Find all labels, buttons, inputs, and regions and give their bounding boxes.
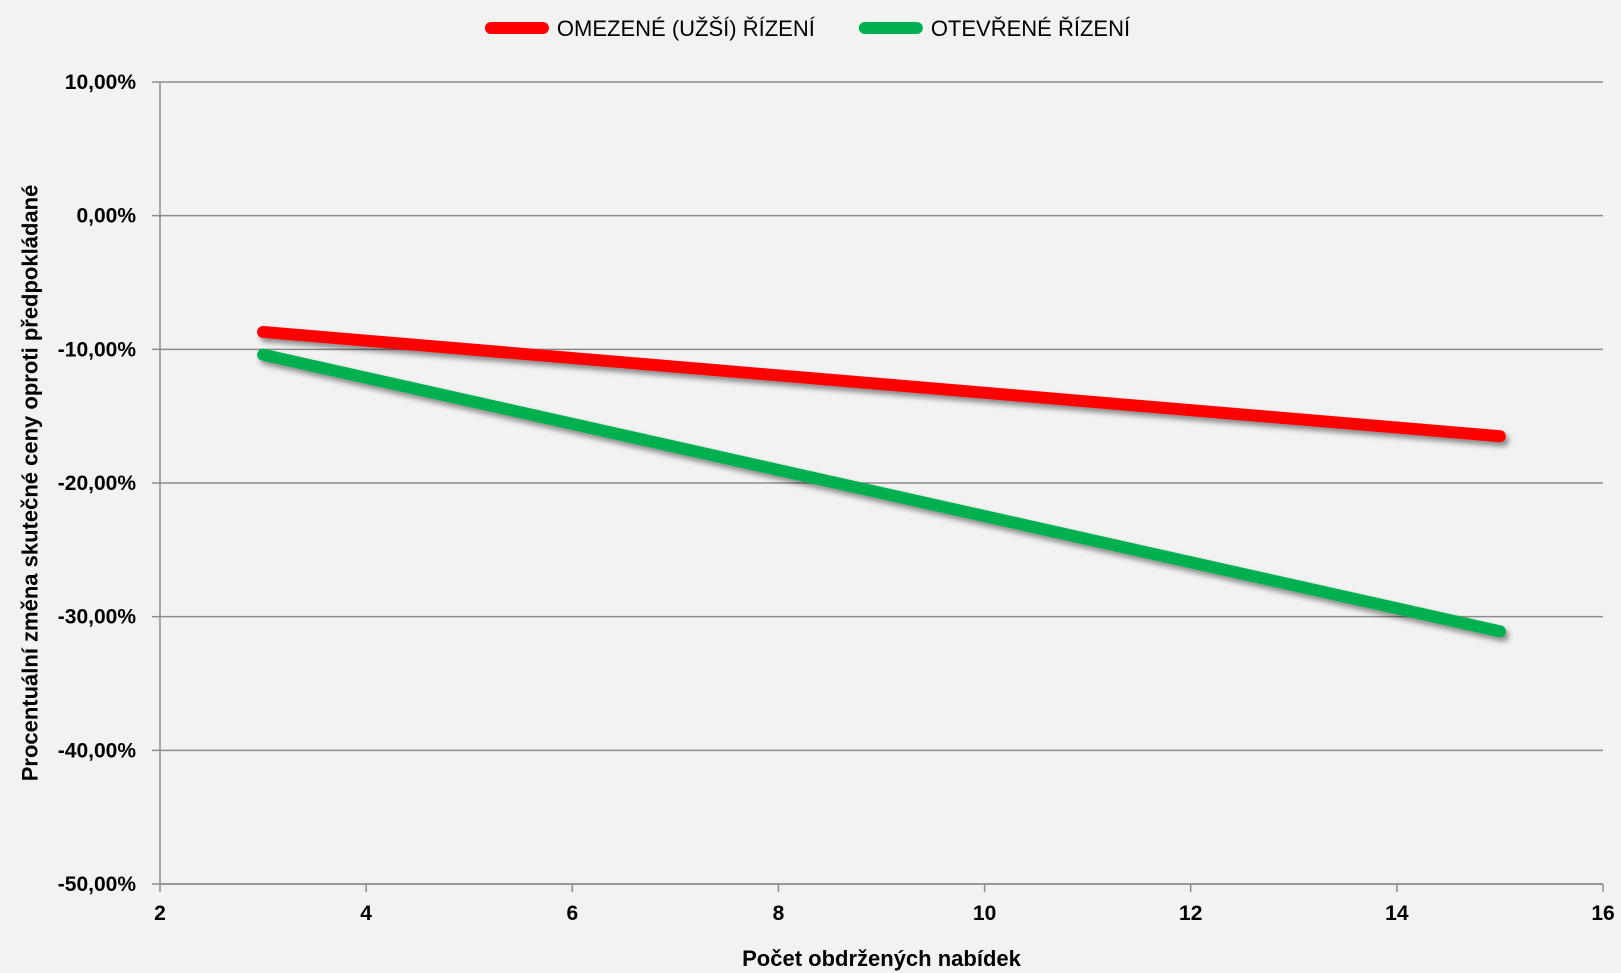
x-tick-label: 6	[566, 902, 578, 925]
x-tick-label: 12	[1179, 902, 1202, 925]
legend-item: OTEVŘENÉ ŘÍZENÍ	[858, 16, 1131, 41]
y-tick-label: 10,00%	[65, 71, 137, 94]
y-tick-label: -20,00%	[58, 472, 137, 495]
legend-label: OMEZENÉ (UŽŠÍ) ŘÍZENÍ	[557, 16, 816, 41]
y-tick-label: -30,00%	[58, 606, 137, 629]
x-tick-label: 14	[1385, 902, 1409, 925]
legend-label: OTEVŘENÉ ŘÍZENÍ	[931, 16, 1131, 41]
x-tick-label: 4	[360, 902, 372, 925]
x-tick-label: 2	[154, 902, 166, 925]
x-axis-title: Počet obdržených nabídek	[742, 946, 1021, 971]
x-tick-label: 16	[1591, 902, 1614, 925]
series-lines	[257, 325, 1506, 638]
y-tick-label: 0,00%	[76, 205, 136, 228]
x-tick-label: 8	[773, 902, 785, 925]
y-tick-label: -40,00%	[58, 739, 137, 762]
series-line	[257, 325, 1506, 443]
x-tick-label: 10	[973, 902, 996, 925]
y-tick-label: -10,00%	[58, 338, 137, 361]
y-axis-title: Procentuální změna skutečné ceny oproti …	[18, 185, 43, 782]
legend-item: OMEZENÉ (UŽŠÍ) ŘÍZENÍ	[484, 16, 816, 41]
axes: 10,00% 0,00% -10,00% -20,00% -30,00% -40,00% -…	[58, 71, 1615, 925]
legend: OMEZENÉ (UŽŠÍ) ŘÍZENÍ OTEVŘENÉ ŘÍZENÍ	[484, 16, 1131, 41]
series-line	[257, 348, 1506, 638]
gridlines	[160, 81, 1603, 885]
y-tick-label: -50,00%	[58, 873, 137, 896]
